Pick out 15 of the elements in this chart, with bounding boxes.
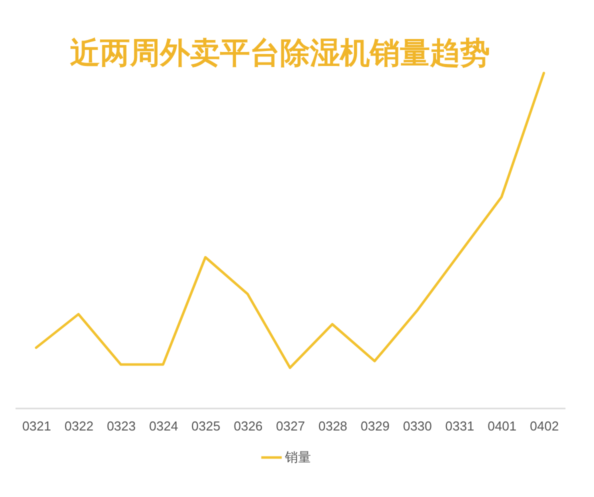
x-tick-label: 0321 xyxy=(22,418,52,434)
x-tick-label: 0402 xyxy=(530,418,559,434)
x-tick-label: 0322 xyxy=(64,418,94,434)
x-tick-label: 0401 xyxy=(488,418,516,434)
x-tick-label: 0323 xyxy=(106,418,136,434)
x-tick-label: 0329 xyxy=(360,418,390,434)
legend-label: 销量 xyxy=(284,450,311,464)
x-tick-label: 0330 xyxy=(402,418,432,434)
x-tick-label: 0327 xyxy=(276,418,305,434)
x-tick-label: 0324 xyxy=(149,418,178,434)
x-tick-label: 0328 xyxy=(318,418,348,434)
x-tick-label: 0331 xyxy=(445,418,474,434)
chart-title: 近两周外卖平台除湿机销量趋势 xyxy=(70,36,490,70)
x-tick-label: 0325 xyxy=(191,418,220,434)
x-tick-label: 0326 xyxy=(234,418,263,434)
